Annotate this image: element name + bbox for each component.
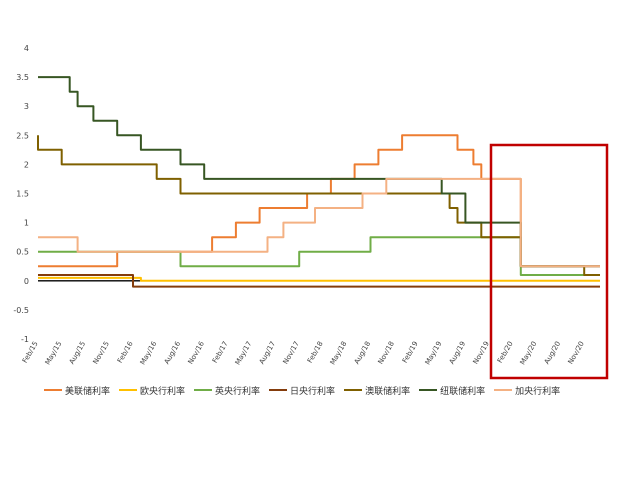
x-tick-label: Nov/20 <box>567 340 586 366</box>
x-tick-label: Nov/15 <box>92 340 111 366</box>
y-axis-ticks: 4 3.5 3 2.5 2 1.5 1 0.5 0 -0.5 -1 <box>13 44 29 344</box>
series-line <box>38 276 600 282</box>
legend-label: 加央行利率 <box>515 386 561 397</box>
x-tick-label: Aug/16 <box>163 340 183 366</box>
legend-swatch <box>494 389 513 391</box>
legend-swatch <box>44 389 62 391</box>
y-tick-label: 0.5 <box>16 248 29 257</box>
legend-label: 英央行利率 <box>215 386 261 397</box>
chart-legend: 美联储利率 欧央行利率 英央行利率 日央行利率 澳联储利率 纽联储利率 加央行利率 <box>44 383 624 397</box>
x-tick-label: Feb/17 <box>211 340 230 365</box>
y-tick-label: 1 <box>24 219 29 228</box>
y-tick-label: 4 <box>24 44 29 53</box>
legend-label: 澳联储利率 <box>365 386 411 397</box>
series-line <box>38 177 600 268</box>
legend-swatch <box>419 389 438 391</box>
rate-line-chart: 43.532.521.510.50-0.5-1 Feb/15 May/15 Aug/… <box>13 44 609 380</box>
x-tick-label: Aug/20 <box>543 340 562 366</box>
legend-item: 英央行利率 <box>194 384 260 397</box>
legend-swatch <box>344 389 363 391</box>
y-tick-label: 2.5 <box>16 131 29 140</box>
x-tick-label: Nov/19 <box>472 340 491 366</box>
y-tick-label: 3.5 <box>16 73 29 82</box>
y-tick-label: -1 <box>21 335 29 344</box>
x-tick-label: Aug/18 <box>353 340 372 366</box>
x-tick-label: May/15 <box>44 340 64 366</box>
legend-item: 加央行利率 <box>494 384 560 397</box>
x-tick-label: Aug/15 <box>68 340 87 366</box>
legend-label: 美联储利率 <box>65 386 111 397</box>
series-layer <box>37 76 600 288</box>
legend-label: 纽联储利率 <box>440 386 486 397</box>
x-tick-label: Nov/17 <box>282 340 301 366</box>
y-tick-label: 3 <box>24 102 29 111</box>
x-tick-label: Feb/19 <box>401 340 420 365</box>
y-tick-label: 0 <box>24 277 29 286</box>
legend-label: 日央行利率 <box>290 386 336 397</box>
x-tick-label: Feb/18 <box>306 340 325 365</box>
x-tick-label: Nov/16 <box>187 340 207 366</box>
legend-label: 欧央行利率 <box>140 386 186 397</box>
legend-swatch <box>119 389 138 391</box>
x-tick-label: May/18 <box>329 340 349 366</box>
legend-item: 澳联储利率 <box>344 384 410 397</box>
series-line <box>37 135 600 276</box>
legend-item: 日央行利率 <box>269 384 335 397</box>
y-tick-label: -0.5 <box>13 306 29 315</box>
x-tick-label: Aug/17 <box>258 340 277 366</box>
series-line <box>38 274 600 288</box>
x-tick-label: May/16 <box>139 340 159 367</box>
x-tick-label: Aug/19 <box>448 340 467 366</box>
highlight-box <box>489 143 609 380</box>
y-tick-label: 1.5 <box>16 190 29 199</box>
x-tick-label: May/19 <box>424 340 444 366</box>
legend-swatch <box>269 389 288 391</box>
x-tick-label: Feb/20 <box>496 340 515 365</box>
series-line <box>38 76 600 268</box>
series-line <box>38 236 600 276</box>
legend-swatch <box>194 389 213 391</box>
legend-item: 欧央行利率 <box>119 384 185 397</box>
x-tick-label: Feb/16 <box>116 340 135 365</box>
legend-item: 纽联储利率 <box>419 384 485 397</box>
x-tick-label: May/17 <box>234 340 254 366</box>
x-tick-label: Nov/18 <box>377 340 396 366</box>
legend-item: 美联储利率 <box>44 384 110 397</box>
series-line <box>38 134 600 268</box>
y-tick-label: 2 <box>24 160 29 169</box>
x-tick-label: May/20 <box>519 340 539 366</box>
x-axis-ticks: Feb/15 May/15 Aug/15 Nov/15 Feb/16 May/16 Aug/… <box>21 340 586 367</box>
